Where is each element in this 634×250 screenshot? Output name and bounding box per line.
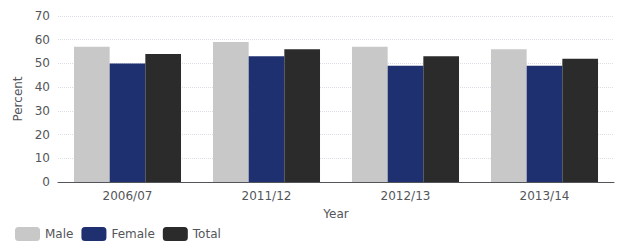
svg-text:30: 30 (35, 104, 50, 118)
svg-text:20: 20 (35, 128, 50, 142)
svg-text:50: 50 (35, 56, 50, 70)
svg-text:2006/07: 2006/07 (103, 189, 153, 203)
svg-text:70: 70 (35, 9, 50, 23)
svg-text:0: 0 (42, 175, 50, 189)
svg-text:Percent: Percent (11, 76, 25, 121)
svg-text:Total: Total (192, 227, 221, 241)
svg-text:40: 40 (35, 80, 50, 94)
svg-text:10: 10 (35, 151, 50, 165)
svg-text:Year: Year (322, 207, 348, 221)
svg-text:Female: Female (111, 227, 154, 241)
svg-text:2012/13: 2012/13 (381, 189, 431, 203)
svg-text:60: 60 (35, 33, 50, 47)
svg-text:Male: Male (45, 227, 73, 241)
svg-text:2011/12: 2011/12 (242, 189, 292, 203)
svg-text:2013/14: 2013/14 (520, 189, 570, 203)
